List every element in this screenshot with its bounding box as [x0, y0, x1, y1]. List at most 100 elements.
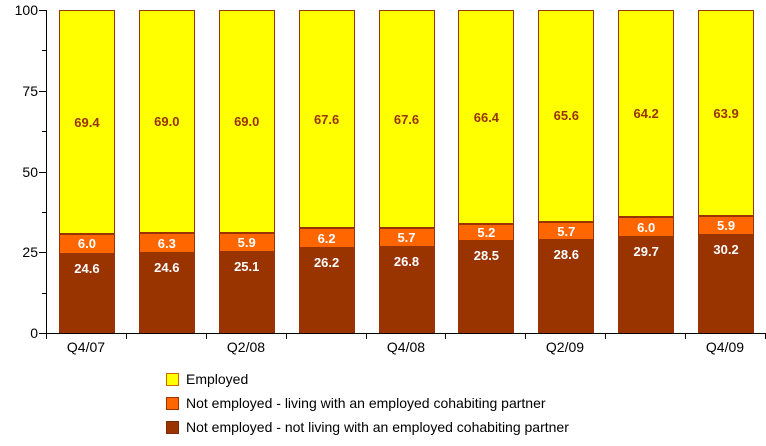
- stacked-bar: 66.4 5.2 28.5: [458, 10, 515, 333]
- stacked-bar: 69.0 6.3 24.6: [138, 10, 195, 333]
- y-major-tick: [39, 91, 46, 92]
- segment-value-label: 64.2: [633, 106, 659, 122]
- x-axis-tick: [286, 334, 287, 339]
- y-minor-tick: [42, 212, 46, 213]
- segment-value-label: 69.0: [234, 113, 260, 129]
- bar-segment: 24.6: [138, 253, 195, 333]
- segment-value-label: 25.1: [234, 258, 260, 274]
- y-major-tick: [39, 10, 46, 11]
- stacked-bar: 69.0 5.9 25.1: [218, 10, 275, 333]
- y-tick-label: 75: [22, 82, 38, 99]
- x-axis-tick: [445, 334, 446, 339]
- legend-item: Not employed - not living with an employ…: [166, 419, 569, 435]
- x-tick-label: Q4/08: [386, 339, 426, 355]
- segment-value-label: 30.2: [713, 242, 739, 258]
- x-axis-tick: [685, 334, 686, 339]
- x-tick-label: Q2/09: [545, 339, 585, 355]
- y-tick-label: 25: [22, 244, 38, 261]
- bar-slot: 65.6 5.7 28.6: [526, 10, 606, 333]
- bar-slot: 67.6 5.7 26.8: [367, 10, 447, 333]
- y-major-tick: [39, 333, 46, 334]
- segment-value-label: 63.9: [713, 105, 739, 121]
- segment-value-label: 6.3: [157, 235, 176, 251]
- bar-segment: 6.2: [298, 228, 355, 249]
- stacked-bar: 69.4 6.0 24.6: [58, 10, 115, 333]
- bar-segment: 28.5: [458, 241, 515, 333]
- segment-value-label: 66.4: [473, 109, 500, 125]
- legend-label: Not employed - living with an employed c…: [186, 395, 546, 411]
- bar-segment: 5.9: [698, 216, 755, 236]
- x-axis-tick: [126, 334, 127, 339]
- segment-value-label: 28.6: [553, 247, 579, 263]
- bar-segment: 63.9: [698, 10, 755, 217]
- y-minor-tick: [42, 131, 46, 132]
- segment-value-label: 5.7: [397, 229, 416, 245]
- bar-slot: 66.4 5.2 28.5: [446, 10, 526, 333]
- legend-label: Not employed - not living with an employ…: [186, 419, 569, 435]
- x-axis-tick: [525, 334, 526, 339]
- segment-value-label: 24.6: [74, 260, 100, 276]
- bar-segment: 28.6: [538, 240, 595, 333]
- segment-value-label: 28.5: [473, 248, 500, 264]
- x-tick-label: Q4/07: [66, 339, 106, 355]
- segment-value-label: 6.2: [317, 230, 336, 246]
- segment-value-label: 6.0: [77, 236, 96, 252]
- stacked-bar: 64.2 6.0 29.7: [618, 10, 675, 333]
- x-axis-tick: [605, 334, 606, 339]
- legend-swatch-icon: [166, 396, 179, 410]
- legend-item: Not employed - living with an employed c…: [166, 395, 569, 411]
- legend-label: Employed: [186, 371, 249, 387]
- x-tick-label: Q4/09: [705, 339, 745, 355]
- bar-segment: 5.2: [458, 224, 515, 242]
- x-axis-tick: [206, 334, 207, 339]
- bar-segment: 6.0: [58, 234, 115, 254]
- bar-segment: 69.4: [58, 10, 115, 235]
- plot-area: 69.4 6.0 24.6 69.0 6.3 24.6 69.0 5.9 25.1 67.6 6.2…: [46, 10, 766, 334]
- bar-slot: 69.4 6.0 24.6: [47, 10, 127, 333]
- x-axis-tick: [366, 334, 367, 339]
- bar-segment: 5.7: [378, 228, 435, 247]
- x-axis-tick: [46, 334, 47, 339]
- y-tick-label: 50: [22, 163, 38, 180]
- bar-slot: 64.2 6.0 29.7: [606, 10, 686, 333]
- bar-segment: 66.4: [458, 10, 515, 225]
- legend-swatch-icon: [166, 372, 179, 386]
- bar-slot: 69.0 5.9 25.1: [207, 10, 287, 333]
- bar-segment: 5.7: [538, 221, 595, 241]
- segment-value-label: 67.6: [313, 111, 340, 127]
- bar-segment: 30.2: [698, 235, 755, 333]
- bar-slot: 67.6 6.2 26.2: [287, 10, 367, 333]
- segment-value-label: 24.6: [154, 260, 180, 276]
- segment-value-label: 29.7: [633, 243, 659, 259]
- bar-segment: 24.6: [58, 253, 115, 333]
- legend-swatch-icon: [166, 420, 179, 434]
- bar-segment: 6.0: [618, 217, 675, 237]
- segment-value-label: 69.4: [74, 114, 100, 130]
- y-major-tick: [39, 252, 46, 253]
- bars-container: 69.4 6.0 24.6 69.0 6.3 24.6 69.0 5.9 25.1 67.6 6.2…: [47, 10, 766, 333]
- y-minor-tick: [42, 293, 46, 294]
- legend: Employed Not employed - living with an em…: [166, 371, 569, 443]
- bar-segment: 25.1: [218, 251, 275, 333]
- bar-segment: 6.3: [138, 232, 195, 254]
- segment-value-label: 5.9: [237, 234, 256, 250]
- bar-segment: 26.2: [298, 248, 355, 333]
- stacked-bar: 63.9 5.9 30.2: [698, 10, 755, 333]
- y-major-tick: [39, 172, 46, 173]
- y-minor-tick: [42, 50, 46, 51]
- bar-segment: 26.8: [378, 246, 435, 333]
- stacked-bar: 65.6 5.7 28.6: [538, 10, 595, 333]
- bar-segment: 29.7: [618, 236, 675, 333]
- segment-value-label: 5.7: [557, 223, 576, 239]
- segment-value-label: 67.6: [393, 111, 420, 127]
- y-tick-label: 100: [14, 2, 38, 18]
- bar-segment: 69.0: [218, 10, 275, 233]
- segment-value-label: 5.2: [477, 225, 496, 241]
- segment-value-label: 26.2: [313, 255, 340, 271]
- bar-segment: 64.2: [618, 10, 675, 218]
- segment-value-label: 65.6: [553, 108, 579, 124]
- x-tick-label: Q2/08: [226, 339, 266, 355]
- segment-value-label: 26.8: [393, 253, 420, 269]
- bar-segment: 5.9: [218, 232, 275, 252]
